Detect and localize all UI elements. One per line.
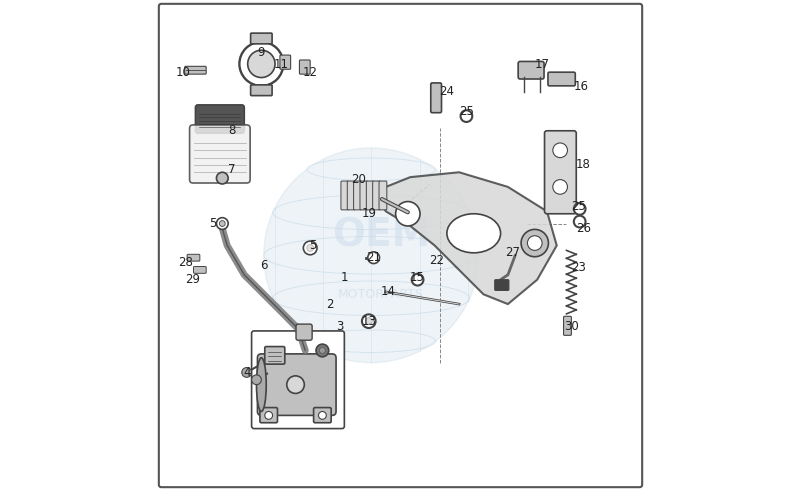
Circle shape [219,220,225,226]
Text: 8: 8 [228,124,235,137]
Ellipse shape [447,214,501,253]
Circle shape [265,411,272,419]
Text: 19: 19 [361,207,376,220]
Text: 20: 20 [352,173,366,186]
Circle shape [216,218,228,229]
Text: 17: 17 [534,58,549,71]
FancyBboxPatch shape [187,254,199,261]
Text: 10: 10 [175,66,191,79]
FancyBboxPatch shape [251,85,272,96]
Text: 21: 21 [366,251,381,264]
Text: 26: 26 [576,222,591,235]
Text: 5: 5 [309,239,316,252]
FancyBboxPatch shape [300,60,310,74]
Text: 25: 25 [571,200,586,213]
FancyBboxPatch shape [252,331,344,429]
FancyBboxPatch shape [190,125,250,183]
Circle shape [521,229,549,257]
Text: 3: 3 [336,320,343,332]
FancyBboxPatch shape [314,408,331,423]
Circle shape [412,274,424,286]
Circle shape [574,203,586,215]
FancyBboxPatch shape [296,324,312,340]
Circle shape [365,318,372,325]
Text: 2: 2 [326,298,333,311]
Circle shape [287,376,304,393]
Circle shape [368,252,380,264]
Text: 5: 5 [209,217,216,230]
Text: 28: 28 [179,256,193,269]
Text: 14: 14 [380,285,396,299]
Circle shape [307,245,314,251]
Text: 6: 6 [260,259,268,272]
FancyBboxPatch shape [265,347,285,364]
Text: 4: 4 [243,366,251,379]
FancyBboxPatch shape [564,316,571,335]
FancyBboxPatch shape [353,181,361,210]
Text: 23: 23 [571,261,586,274]
Text: MOTORPARTS: MOTORPARTS [338,288,424,301]
FancyBboxPatch shape [260,408,277,423]
Text: 27: 27 [505,246,521,259]
Polygon shape [376,172,557,304]
Circle shape [362,314,376,328]
FancyBboxPatch shape [495,280,509,290]
FancyBboxPatch shape [341,181,348,210]
Circle shape [396,202,420,226]
Text: 16: 16 [574,81,589,93]
Text: 30: 30 [564,320,579,332]
Text: 24: 24 [440,85,454,98]
Circle shape [319,411,326,419]
Circle shape [304,241,317,255]
Text: 12: 12 [303,66,318,79]
FancyBboxPatch shape [194,267,206,273]
FancyBboxPatch shape [360,181,368,210]
Circle shape [461,110,473,122]
Text: 7: 7 [228,164,235,176]
FancyBboxPatch shape [280,55,291,69]
Circle shape [527,236,542,250]
Ellipse shape [256,358,266,411]
Circle shape [264,148,479,363]
FancyBboxPatch shape [379,181,387,210]
Text: 18: 18 [576,159,591,171]
Text: 29: 29 [186,273,200,286]
Circle shape [320,348,325,354]
Circle shape [553,143,567,158]
Text: 9: 9 [258,46,265,59]
Circle shape [248,50,275,78]
FancyBboxPatch shape [545,131,576,214]
Circle shape [574,216,586,227]
FancyBboxPatch shape [518,61,544,79]
Text: 15: 15 [410,271,425,284]
Text: 1: 1 [340,271,348,284]
Text: OEM: OEM [332,217,430,255]
Text: 13: 13 [361,315,376,327]
FancyBboxPatch shape [348,181,355,210]
FancyBboxPatch shape [431,83,441,113]
FancyBboxPatch shape [251,33,272,44]
Circle shape [239,42,284,86]
FancyBboxPatch shape [366,181,374,210]
Circle shape [252,375,261,384]
Circle shape [553,180,567,194]
Circle shape [216,172,228,184]
Text: 11: 11 [273,58,288,71]
FancyBboxPatch shape [372,181,380,210]
Circle shape [242,368,252,377]
FancyBboxPatch shape [257,354,336,415]
FancyBboxPatch shape [185,66,206,74]
Text: 25: 25 [459,105,474,118]
Circle shape [316,344,328,357]
FancyBboxPatch shape [548,72,575,86]
Text: 22: 22 [429,254,445,267]
FancyBboxPatch shape [195,105,244,133]
